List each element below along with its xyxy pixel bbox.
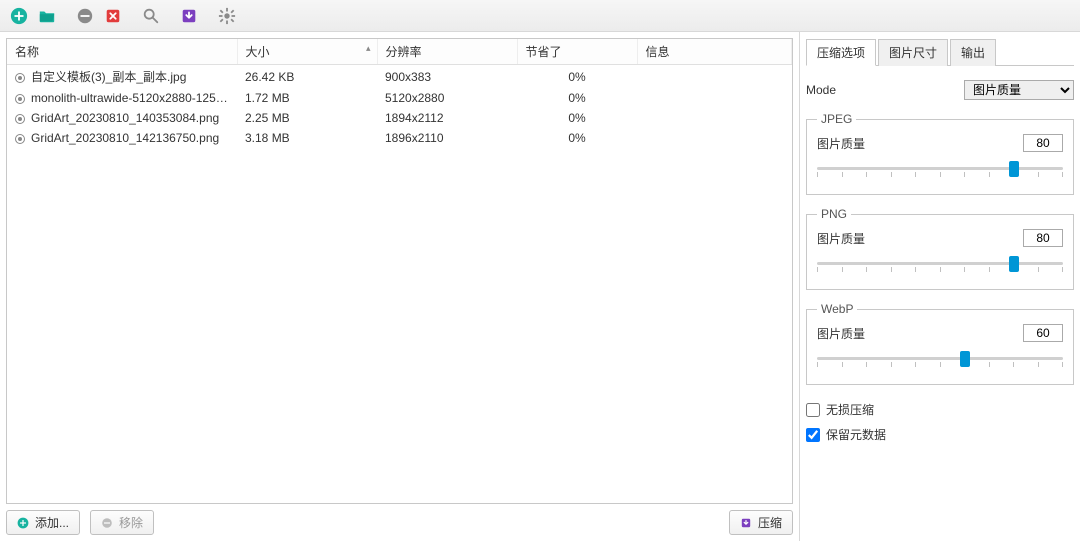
file-status-icon [15, 94, 25, 104]
export-button[interactable] [176, 3, 202, 29]
mode-row: Mode 图片质量 [806, 80, 1074, 100]
plus-icon [17, 517, 29, 529]
webp-quality-slider[interactable] [817, 348, 1063, 370]
metadata-checkbox[interactable] [806, 428, 820, 442]
file-table: 名称 大小 ▴ 分辨率 节省了 信息 自定义模板(3)_副本_副本.jpg26.4… [7, 39, 792, 148]
tab-image-size[interactable]: 图片尺寸 [878, 39, 948, 66]
file-status-icon [15, 73, 25, 83]
table-row[interactable]: 自定义模板(3)_副本_副本.jpg26.42 KB900x3830% [7, 65, 792, 89]
jpeg-quality-slider[interactable] [817, 158, 1063, 180]
mode-label: Mode [806, 83, 964, 97]
metadata-row[interactable]: 保留元数据 [806, 426, 1074, 443]
column-header-size[interactable]: 大小 ▴ [237, 39, 377, 65]
options-tabs: 压缩选项 图片尺寸 输出 [806, 38, 1074, 66]
table-row[interactable]: GridArt_20230810_142136750.png3.18 MB189… [7, 128, 792, 148]
remove-button[interactable] [72, 3, 98, 29]
column-header-name[interactable]: 名称 [7, 39, 237, 65]
mode-select[interactable]: 图片质量 [964, 80, 1074, 100]
column-header-resolution[interactable]: 分辨率 [377, 39, 517, 65]
jpeg-group: JPEG 图片质量 [806, 112, 1074, 195]
add-button[interactable]: 添加... [6, 510, 80, 535]
webp-quality-label: 图片质量 [817, 325, 1015, 342]
lossless-row[interactable]: 无损压缩 [806, 401, 1074, 418]
add-button-label: 添加... [35, 514, 69, 531]
table-row[interactable]: GridArt_20230810_140353084.png2.25 MB189… [7, 108, 792, 128]
main-toolbar [0, 0, 1080, 32]
file-table-container: 名称 大小 ▴ 分辨率 节省了 信息 自定义模板(3)_副本_副本.jpg26.4… [6, 38, 793, 504]
jpeg-quality-label: 图片质量 [817, 135, 1015, 152]
tab-output[interactable]: 输出 [950, 39, 996, 66]
metadata-label: 保留元数据 [826, 426, 886, 443]
tab-compress-options[interactable]: 压缩选项 [806, 39, 876, 66]
add-file-button[interactable] [6, 3, 32, 29]
webp-legend: WebP [817, 302, 857, 316]
remove-bottom-button-label: 移除 [119, 514, 143, 531]
png-quality-label: 图片质量 [817, 230, 1015, 247]
column-header-info[interactable]: 信息 [637, 39, 792, 65]
remove-bottom-button[interactable]: 移除 [90, 510, 154, 535]
compress-button-label: 压缩 [758, 514, 782, 531]
lossless-checkbox[interactable] [806, 403, 820, 417]
jpeg-quality-input[interactable] [1023, 134, 1063, 152]
sort-asc-icon: ▴ [366, 43, 371, 54]
png-quality-input[interactable] [1023, 229, 1063, 247]
minus-icon [101, 517, 113, 529]
file-status-icon [15, 134, 25, 144]
lossless-label: 无损压缩 [826, 401, 874, 418]
file-status-icon [15, 114, 25, 124]
compress-button[interactable]: 压缩 [729, 510, 793, 535]
jpeg-legend: JPEG [817, 112, 856, 126]
webp-quality-input[interactable] [1023, 324, 1063, 342]
settings-button[interactable] [214, 3, 240, 29]
clear-all-button[interactable] [100, 3, 126, 29]
compress-icon [740, 517, 752, 529]
search-button[interactable] [138, 3, 164, 29]
png-quality-slider[interactable] [817, 253, 1063, 275]
png-legend: PNG [817, 207, 851, 221]
table-row[interactable]: monolith-ultrawide-5120x2880-12540.jpg1.… [7, 88, 792, 108]
file-list-panel: 名称 大小 ▴ 分辨率 节省了 信息 自定义模板(3)_副本_副本.jpg26.4… [0, 32, 800, 541]
column-header-saved[interactable]: 节省了 [517, 39, 637, 65]
png-group: PNG 图片质量 [806, 207, 1074, 290]
bottom-action-bar: 添加... 移除 压缩 [6, 510, 793, 535]
options-panel: 压缩选项 图片尺寸 输出 Mode 图片质量 JPEG 图片质量 PNG [800, 32, 1080, 541]
open-folder-button[interactable] [34, 3, 60, 29]
webp-group: WebP 图片质量 [806, 302, 1074, 385]
column-header-size-label: 大小 [246, 45, 270, 59]
